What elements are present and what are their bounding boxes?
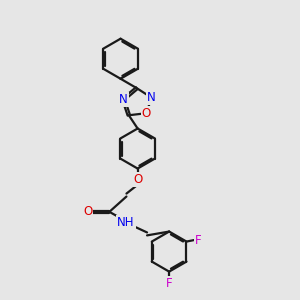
Text: O: O	[83, 205, 92, 218]
Text: NH: NH	[117, 216, 135, 229]
Text: O: O	[142, 107, 151, 120]
Text: O: O	[133, 173, 142, 186]
Text: N: N	[119, 93, 128, 106]
Text: F: F	[195, 234, 202, 247]
Text: N: N	[147, 91, 156, 104]
Text: F: F	[166, 277, 172, 290]
